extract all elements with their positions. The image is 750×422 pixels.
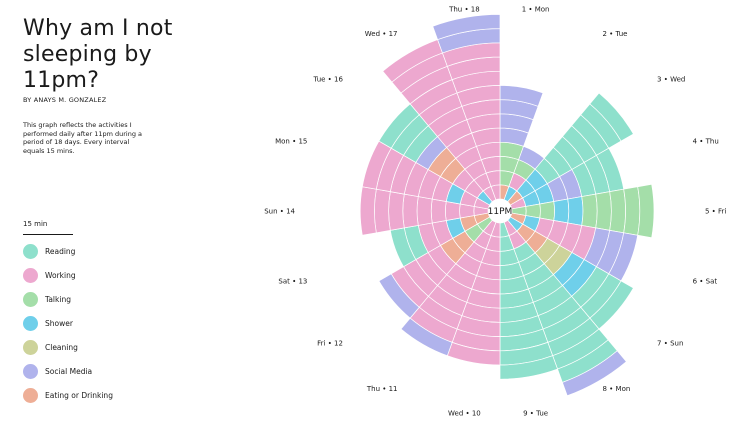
day-label-10: Wed • 10 [448,409,481,417]
legend-label-shower: Shower [45,319,73,328]
day-label-5: 5 • Fri [705,208,726,216]
center-hub [488,199,512,223]
interval-working [445,201,461,221]
legend-label-reading: Reading [45,247,76,256]
day-label-9: 9 • Tue [523,409,548,417]
day-label-7: 7 • Sun [657,339,683,347]
interval-reading [499,355,558,380]
legend-item-shower: Shower [23,316,173,340]
legend-label-social-media: Social Media [45,367,93,376]
interval-talking [623,186,641,236]
day-bar-14 [359,186,489,236]
legend-swatch-reading [23,244,38,259]
day-bar-9 [499,221,558,380]
interval-working [374,188,391,234]
interval-social-media [378,273,420,319]
legend-item-working: Working [23,268,173,292]
day-label-14: Sun • 14 [264,208,295,216]
legend-item-talking: Talking [23,292,173,316]
interval-talking [637,183,655,239]
interval-social-media [561,350,627,397]
day-bar-16 [378,103,493,206]
legend-item-cleaning: Cleaning [23,340,173,364]
day-bar-1 [499,85,544,201]
day-label-4: 4 • Thu [693,137,719,145]
day-bar-17 [382,39,497,203]
day-bar-13 [389,212,491,268]
day-bar-12 [378,216,493,319]
legend-swatch-working [23,268,38,283]
byline: BY ANAYS M. GONZALEZ [23,96,107,104]
chart-title: Why am I not sleeping by 11pm? [23,16,173,93]
day-label-11: Thu • 11 [366,385,398,393]
center-label: 11PM [488,207,513,217]
legend: Reading Working Talking Shower Cleaning … [23,244,173,412]
day-bar-4 [509,147,625,210]
legend-label-working: Working [45,271,76,280]
day-bar-6 [509,212,639,282]
interval-working [402,193,419,229]
legend-swatch-talking [23,292,38,307]
day-label-3: 3 • Wed [657,76,685,84]
day-bar-15 [361,140,491,210]
day-bar-18 [432,14,501,201]
day-label-12: Fri • 12 [317,339,343,347]
scale-label: 15 min [23,220,73,235]
legend-swatch-cleaning [23,340,38,355]
day-bar-7 [507,216,634,330]
legend-item-social-media: Social Media [23,364,173,388]
interval-talking [595,191,612,231]
chart-description: This graph reflects the activities I per… [23,121,143,155]
interval-working [416,196,433,226]
legend-swatch-social-media [23,364,38,379]
interval-reading [589,92,634,142]
interval-shower [567,196,584,226]
day-label-17: Wed • 17 [365,30,398,38]
legend-swatch-shower [23,316,38,331]
day-label-15: Mon • 15 [275,137,307,145]
day-bar-2 [503,145,545,203]
interval-talking [539,201,555,221]
interval-working [388,191,405,231]
interval-social-media [499,85,544,107]
interval-working [430,198,447,224]
legend-label-eating-or-drinking: Eating or Drinking [45,391,113,400]
day-label-16: Tue • 16 [313,76,344,84]
legend-label-cleaning: Cleaning [45,343,78,352]
legend-swatch-eating-or-drinking [23,388,38,403]
day-label-13: Sat • 13 [278,278,307,286]
day-label-6: 6 • Sat [693,278,718,286]
interval-social-media [400,317,453,357]
day-label-1: 1 • Mon [522,6,550,14]
interval-social-media [432,14,501,41]
day-bar-5 [511,183,655,239]
interval-working [359,186,377,236]
legend-label-talking: Talking [45,295,71,304]
interval-talking [581,193,598,229]
day-bar-10 [446,221,501,366]
day-bar-11 [400,219,497,357]
legend-item-reading: Reading [23,244,173,268]
interval-shower [553,198,570,224]
day-label-18: Thu • 18 [448,6,480,14]
day-label-8: 8 • Mon [603,385,631,393]
day-label-2: 2 • Tue [603,30,628,38]
interval-talking [609,188,626,234]
legend-item-eating-or-drinking: Eating or Drinking [23,388,173,412]
